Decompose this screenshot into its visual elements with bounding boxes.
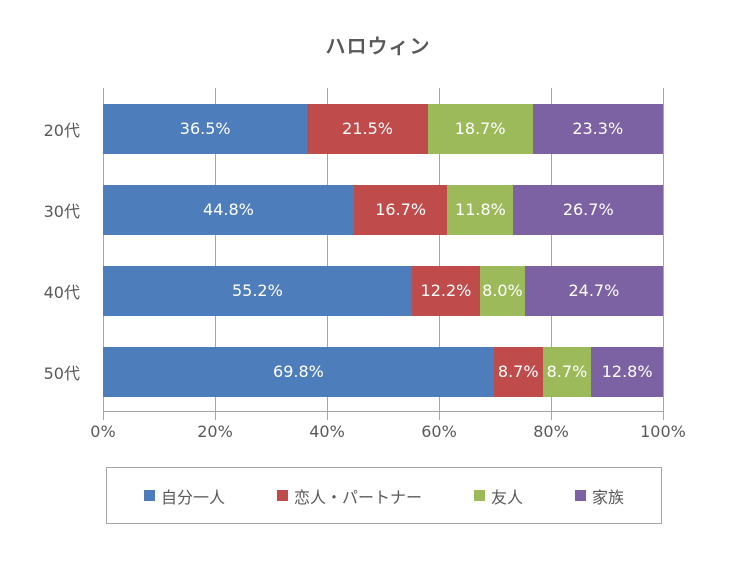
x-axis-tick-label: 20% [197, 422, 233, 441]
gridline [663, 88, 664, 412]
bar-row: 69.8% 8.7% 8.7% 12.8% [103, 346, 663, 397]
bar-segment: 21.5% [307, 103, 428, 154]
data-label: 12.2% [420, 281, 472, 300]
data-label: 8.7% [497, 362, 539, 381]
x-axis-tick [663, 412, 664, 420]
bar-segment: 12.2% [411, 265, 481, 316]
y-axis-category-label: 20代 [43, 120, 80, 140]
legend-marker-icon [575, 490, 587, 501]
x-axis-line [103, 411, 663, 412]
legend-item: 自分一人 [143, 484, 225, 508]
x-axis-tick-label: 0% [90, 422, 116, 441]
legend-marker-icon [474, 490, 485, 501]
legend-label: 友人 [491, 487, 524, 507]
bar-segment: 8.7% [542, 346, 592, 397]
data-label: 26.7% [562, 200, 614, 219]
data-label: 55.2% [231, 281, 283, 300]
legend-marker-icon [276, 490, 288, 501]
data-label: 23.3% [572, 119, 624, 138]
legend-label: 恋人・パートナー [293, 487, 422, 507]
x-axis-tick [103, 412, 104, 420]
legend-label: 自分一人 [160, 487, 225, 507]
y-axis-category-label: 40代 [43, 282, 80, 302]
data-label: 69.8% [273, 362, 324, 381]
gridline [551, 88, 552, 412]
y-axis-category-label: 30代 [43, 201, 80, 221]
bar-segment: 23.3% [532, 103, 663, 154]
x-axis-tick-label: 100% [640, 422, 686, 441]
bar-segment: 26.7% [513, 184, 663, 235]
bar-segment: 18.7% [427, 103, 533, 154]
bar-segment: 24.7% [524, 265, 663, 316]
x-axis-tick [215, 412, 216, 420]
legend-item: 恋人・パートナー [276, 484, 422, 508]
bar-row: 44.8% 16.7% 11.8% 26.7% [103, 184, 663, 235]
bar-segment: 69.8% [103, 346, 494, 397]
x-axis-tick [327, 412, 328, 420]
x-axis-tick-label: 40% [309, 422, 345, 441]
bar-segment: 12.8% [591, 346, 663, 397]
y-axis-labels: 20代 30代 40代 50代 [0, 88, 95, 412]
legend-label: 家族 [592, 487, 625, 507]
bar-segment: 11.8% [447, 184, 514, 235]
bar-segment: 55.2% [103, 265, 412, 316]
data-label: 21.5% [342, 119, 393, 138]
data-label: 18.7% [454, 119, 506, 138]
data-label: 8.7% [546, 362, 588, 381]
bar-row: 55.2% 12.2% 8.0% 24.7% [103, 265, 663, 316]
x-axis-tick [551, 412, 552, 420]
legend-item: 家族 [575, 484, 624, 508]
legend: 自分一人 恋人・パートナー 友人 家族 [106, 467, 662, 524]
bar-segment: 8.0% [480, 265, 525, 316]
plot-area: 36.5% 21.5% 18.7% 23.3% 44.8% 16.7% 11.8% 26.7%… [103, 88, 664, 420]
data-label: 11.8% [455, 200, 506, 219]
data-label: 8.0% [482, 281, 523, 300]
bar-segment: 44.8% [103, 184, 354, 235]
x-axis-labels: 0% 20% 40% 60% 80% 100% [90, 422, 686, 444]
gridline [215, 88, 216, 412]
bar-segment: 36.5% [103, 103, 308, 154]
data-label: 24.7% [568, 281, 620, 300]
data-label: 44.8% [203, 200, 254, 219]
data-label: 16.7% [375, 200, 427, 219]
bar-segment: 8.7% [493, 346, 543, 397]
gridline [327, 88, 328, 412]
x-axis-tick [439, 412, 440, 420]
y-axis-category-label: 50代 [43, 363, 80, 383]
chart-title: ハロウィン [325, 34, 431, 58]
bar-row: 36.5% 21.5% 18.7% 23.3% [103, 103, 663, 154]
x-axis-tick-label: 80% [533, 422, 569, 441]
gridline [103, 88, 104, 412]
gridline [439, 88, 440, 412]
data-label: 12.8% [601, 362, 653, 381]
bar-segment: 16.7% [353, 184, 448, 235]
x-axis-tick-label: 60% [421, 422, 457, 441]
legend-item: 友人 [474, 484, 523, 508]
legend-marker-icon [143, 490, 155, 501]
data-label: 36.5% [179, 119, 231, 138]
